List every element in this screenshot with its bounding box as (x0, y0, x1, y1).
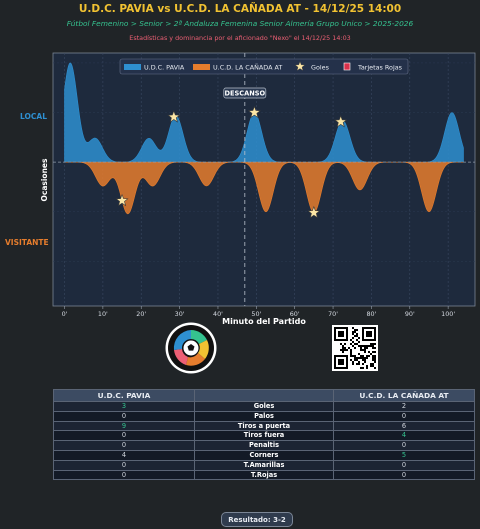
legend-swatch-away (193, 64, 210, 70)
stats-home-value: 0 (53, 469, 195, 481)
side-label-visitante: VISITANTE (5, 238, 49, 247)
x-tick-label: 0' (62, 310, 68, 318)
page-title: U.D.C. PAVIA vs U.C.D. LA CAÑADA AT - 14… (78, 3, 402, 15)
stats-home-value: 0 (53, 430, 195, 442)
x-tick-label: 50' (251, 310, 261, 318)
stats-row: 0 T.Rojas 0 (53, 469, 475, 481)
stats-label: T.Amarillas (194, 459, 334, 471)
stats-table: U.D.C. PAVIA U.C.D. LA CAÑADA AT 3 Goles 2… (53, 389, 475, 481)
legend-label-home: U.D.C. PAVIA (144, 64, 185, 72)
stats-away-value: 0 (333, 440, 475, 451)
stats-home-value: 4 (53, 449, 195, 461)
legend-red-card-icon (343, 62, 351, 71)
breadcrumb: Fútbol Femenino > Senior > 2ª Andaluza F… (66, 19, 414, 28)
stats-row: 4 Corners 5 (53, 449, 475, 461)
goal-star-icon (167, 110, 181, 123)
stats-row: 0 Tiros fuera 4 (53, 430, 475, 442)
x-tick-label: 60' (290, 310, 300, 318)
stats-header-home: U.D.C. PAVIA (53, 389, 195, 402)
stats-away-value: 4 (333, 430, 475, 442)
stats-label: Goles (194, 401, 334, 412)
x-tick-label: 20' (136, 310, 146, 318)
stats-label: Corners (194, 449, 334, 461)
stats-label: Tiros fuera (194, 430, 334, 442)
stats-header-away: U.C.D. LA CAÑADA AT (333, 389, 475, 402)
legend-box (119, 58, 409, 75)
goal-star-icon (115, 193, 129, 207)
x-tick-label: 10' (98, 310, 108, 318)
y-axis-label: Ocasiones (40, 158, 49, 201)
x-tick-label: 90' (405, 310, 415, 318)
stats-row: 3 Goles 2 (53, 401, 475, 412)
legend-label-goals: Goles (311, 64, 330, 72)
stats-label: T.Rojas (194, 469, 334, 481)
stats-home-value: 0 (53, 410, 195, 422)
goal-star-icon (247, 105, 261, 119)
stats-label: Tiros a puerta (194, 420, 334, 432)
stats-away-value: 2 (333, 401, 475, 412)
stats-credit: Estadísticas y dominancia por el aficion… (129, 34, 351, 42)
legend-swatch-home (124, 64, 141, 70)
stats-header-spacer (194, 389, 334, 402)
stats-away-value: 5 (333, 449, 475, 461)
stats-row: 9 Tiros a puerta 6 (53, 420, 475, 432)
stats-row: 0 Penaltis 0 (53, 440, 475, 451)
stats-row: 0 T.Amarillas 0 (53, 459, 475, 471)
qr-code-icon (332, 325, 378, 371)
result-badge: Resultado: 3-2 (221, 512, 293, 527)
halftime-text: DESCANSO (225, 90, 266, 98)
goal-star-icon (307, 205, 321, 219)
match-dominance-chart: DESCANSO 0' 10' 20' 30' 40' 50' 60' 70' 80' 90' 10… (40, 52, 476, 326)
stats-away-value: 6 (333, 420, 475, 432)
stats-away-value: 0 (333, 469, 475, 481)
x-tick-label: 30' (175, 310, 185, 318)
stats-away-value: 0 (333, 410, 475, 422)
stats-home-value: 3 (53, 401, 195, 412)
stats-label: Penaltis (194, 440, 334, 451)
x-tick-label: 100' (441, 310, 455, 318)
legend-label-red-cards: Tarjetas Rojas (357, 64, 403, 72)
club-crest-icon (165, 322, 217, 374)
x-tick-label: 70' (328, 310, 338, 318)
halftime-label: DESCANSO (223, 87, 267, 99)
legend-star-icon (294, 60, 306, 72)
stats-home-value: 9 (53, 420, 195, 432)
stats-home-value: 0 (53, 459, 195, 471)
stats-home-value: 0 (53, 440, 195, 451)
stats-label: Palos (194, 410, 334, 422)
legend-label-away: U.C.D. LA CAÑADA AT (213, 63, 282, 72)
side-label-local: LOCAL (20, 112, 47, 121)
x-axis-label: Minuto del Partido (222, 317, 306, 326)
stats-row: 0 Palos 0 (53, 410, 475, 422)
stats-away-value: 0 (333, 459, 475, 471)
legend: U.D.C. PAVIA U.C.D. LA CAÑADA AT Goles T… (119, 58, 409, 75)
x-tick-label: 80' (366, 310, 376, 318)
x-tick-label: 40' (213, 310, 223, 318)
goal-star-icon (334, 115, 348, 128)
